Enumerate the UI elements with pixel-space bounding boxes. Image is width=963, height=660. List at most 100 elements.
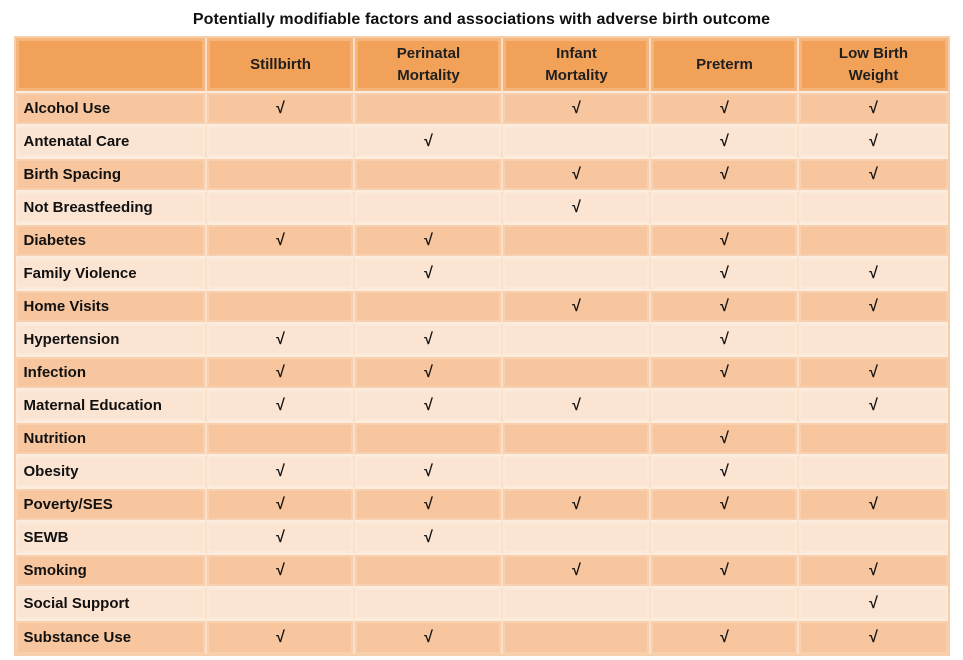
factor-label: Social Support <box>15 588 208 621</box>
birth-outcomes-table: Stillbirth Perinatal Mortality Infant Mort… <box>13 36 950 656</box>
check-cell: √ <box>799 588 948 621</box>
check-cell: √ <box>207 522 356 555</box>
empty-cell <box>207 423 356 456</box>
check-mark-icon: √ <box>720 99 729 117</box>
check-mark-icon: √ <box>424 628 433 646</box>
factor-label: Not Breastfeeding <box>15 192 208 225</box>
factor-label: Diabetes <box>15 225 208 258</box>
check-cell: √ <box>355 126 504 159</box>
corner-header-cell <box>15 38 208 93</box>
table-row: Hypertension √ √ √ <box>15 324 948 357</box>
header-row: Stillbirth Perinatal Mortality Infant Mort… <box>15 38 948 93</box>
table-row: SEWB √ √ <box>15 522 948 555</box>
check-mark-icon: √ <box>424 528 433 546</box>
check-mark-icon: √ <box>424 132 433 150</box>
check-mark-icon: √ <box>276 396 285 414</box>
check-cell: √ <box>355 621 504 654</box>
empty-cell <box>503 126 652 159</box>
check-cell: √ <box>799 621 948 654</box>
check-mark-icon: √ <box>720 628 729 646</box>
page-title: Potentially modifiable factors and assoc… <box>192 11 771 28</box>
table-row: Poverty/SES √ √ √ √ √ <box>15 489 948 522</box>
table-row: Nutrition √ <box>15 423 948 456</box>
check-mark-icon: √ <box>276 495 285 513</box>
table-row: Smoking √ √ √ √ <box>15 555 948 588</box>
empty-cell <box>503 357 652 390</box>
check-cell: √ <box>355 390 504 423</box>
check-cell: √ <box>207 324 356 357</box>
check-cell: √ <box>799 291 948 324</box>
check-cell: √ <box>651 357 800 390</box>
factor-label: Nutrition <box>15 423 208 456</box>
check-mark-icon: √ <box>869 628 878 646</box>
table-row: Not Breastfeeding √ <box>15 192 948 225</box>
table-row: Antenatal Care √ √ √ <box>15 126 948 159</box>
check-cell: √ <box>355 489 504 522</box>
check-mark-icon: √ <box>869 264 878 282</box>
check-mark-icon: √ <box>869 495 878 513</box>
check-mark-icon: √ <box>869 363 878 381</box>
table-row: Social Support √ <box>15 588 948 621</box>
empty-cell <box>503 456 652 489</box>
check-cell: √ <box>799 126 948 159</box>
empty-cell <box>355 192 504 225</box>
check-mark-icon: √ <box>720 462 729 480</box>
check-mark-icon: √ <box>424 330 433 348</box>
check-cell: √ <box>651 291 800 324</box>
empty-cell <box>355 588 504 621</box>
table-row: Home Visits √ √ √ <box>15 291 948 324</box>
check-mark-icon: √ <box>572 99 581 117</box>
factor-label: Obesity <box>15 456 208 489</box>
empty-cell <box>355 555 504 588</box>
empty-cell <box>651 522 800 555</box>
check-mark-icon: √ <box>276 330 285 348</box>
table-row: Obesity √ √ √ <box>15 456 948 489</box>
check-cell: √ <box>651 324 800 357</box>
empty-cell <box>503 258 652 291</box>
check-mark-icon: √ <box>720 231 729 249</box>
empty-cell <box>799 456 948 489</box>
check-mark-icon: √ <box>720 495 729 513</box>
check-cell: √ <box>207 93 356 126</box>
factor-label: Alcohol Use <box>15 93 208 126</box>
factor-label: SEWB <box>15 522 208 555</box>
check-cell: √ <box>799 159 948 192</box>
check-cell: √ <box>207 555 356 588</box>
check-mark-icon: √ <box>276 561 285 579</box>
check-cell: √ <box>207 357 356 390</box>
factor-label: Poverty/SES <box>15 489 208 522</box>
check-mark-icon: √ <box>424 396 433 414</box>
check-mark-icon: √ <box>572 297 581 315</box>
check-cell: √ <box>355 522 504 555</box>
empty-cell <box>799 324 948 357</box>
table-row: Substance Use √ √ √ √ <box>15 621 948 654</box>
check-mark-icon: √ <box>572 165 581 183</box>
empty-cell <box>355 93 504 126</box>
check-mark-icon: √ <box>720 330 729 348</box>
factor-label: Hypertension <box>15 324 208 357</box>
column-header: Preterm <box>651 38 800 93</box>
check-cell: √ <box>799 555 948 588</box>
check-mark-icon: √ <box>720 363 729 381</box>
empty-cell <box>799 225 948 258</box>
check-mark-icon: √ <box>869 561 878 579</box>
factor-label: Family Violence <box>15 258 208 291</box>
column-header: Low Birth Weight <box>799 38 948 93</box>
check-cell: √ <box>503 489 652 522</box>
check-mark-icon: √ <box>276 528 285 546</box>
empty-cell <box>207 291 356 324</box>
check-mark-icon: √ <box>869 99 878 117</box>
empty-cell <box>651 192 800 225</box>
factor-label: Infection <box>15 357 208 390</box>
check-cell: √ <box>355 357 504 390</box>
table-body: Alcohol Use √ √ √ √ Antenatal Care √ √ √ Birth Sp… <box>15 93 948 654</box>
check-mark-icon: √ <box>869 165 878 183</box>
check-mark-icon: √ <box>720 561 729 579</box>
table-row: Family Violence √ √ √ <box>15 258 948 291</box>
factor-label: Maternal Education <box>15 390 208 423</box>
check-cell: √ <box>799 258 948 291</box>
check-mark-icon: √ <box>276 99 285 117</box>
check-mark-icon: √ <box>720 297 729 315</box>
table-header: Stillbirth Perinatal Mortality Infant Mort… <box>15 38 948 93</box>
factor-label: Smoking <box>15 555 208 588</box>
